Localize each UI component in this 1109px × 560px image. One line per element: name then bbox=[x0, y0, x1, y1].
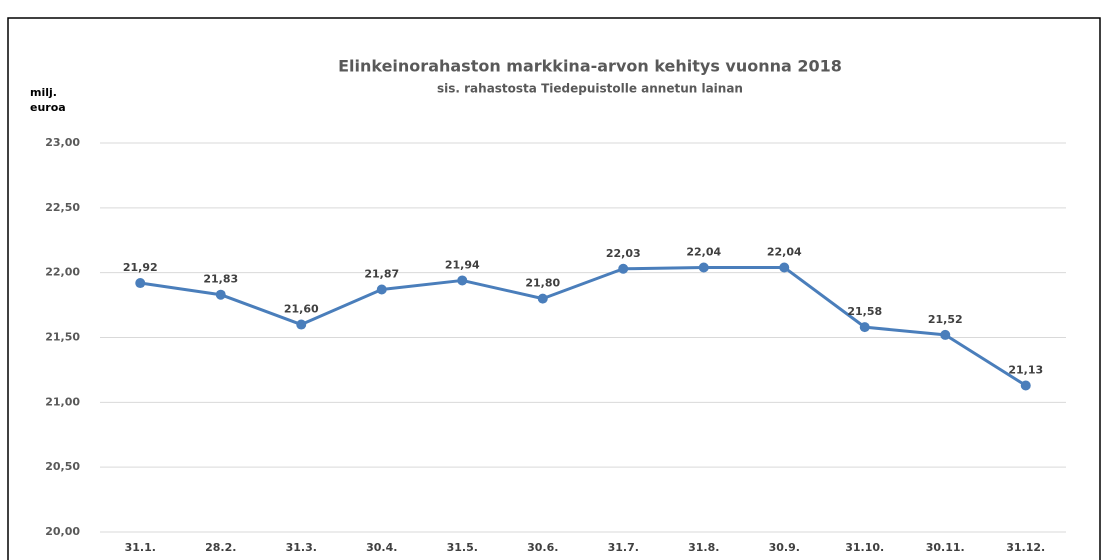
data-point bbox=[779, 262, 790, 273]
data-label: 21,58 bbox=[847, 305, 882, 318]
data-point bbox=[1020, 380, 1031, 391]
y-tick-label: 23,00 bbox=[45, 136, 80, 149]
x-tick-label: 30.4. bbox=[366, 541, 397, 554]
x-tick-label: 31.8. bbox=[688, 541, 719, 554]
series-line bbox=[140, 265, 1027, 387]
data-label: 21,80 bbox=[525, 277, 560, 290]
data-label: 21,83 bbox=[203, 273, 238, 286]
data-point bbox=[135, 278, 146, 289]
y-tick-label: 21,50 bbox=[45, 331, 80, 344]
y-axis-label: euroa bbox=[30, 101, 66, 114]
data-point bbox=[296, 319, 307, 330]
y-tick-label: 21,00 bbox=[45, 395, 80, 408]
data-label: 22,04 bbox=[767, 245, 802, 258]
data-point bbox=[457, 275, 468, 286]
y-tick-label: 22,00 bbox=[45, 266, 80, 279]
x-tick-label: 28.2. bbox=[205, 541, 236, 554]
data-point bbox=[376, 284, 387, 295]
chart-title: Elinkeinorahaston markkina-arvon kehitys… bbox=[338, 57, 842, 76]
data-label: 21,94 bbox=[445, 258, 480, 271]
data-label: 21,92 bbox=[123, 261, 158, 274]
y-tick-label: 22,50 bbox=[45, 201, 80, 214]
data-point bbox=[940, 329, 951, 340]
y-tick-label: 20,50 bbox=[45, 460, 80, 473]
data-label: 21,52 bbox=[928, 313, 963, 326]
data-point bbox=[618, 263, 629, 274]
x-tick-label: 30.11. bbox=[926, 541, 965, 554]
data-label: 21,13 bbox=[1008, 363, 1043, 376]
chart-subtitle: sis. rahastosta Tiedepuistolle annetun l… bbox=[437, 82, 743, 96]
x-tick-label: 30.9. bbox=[769, 541, 800, 554]
data-label: 22,03 bbox=[606, 247, 641, 260]
x-tick-label: 31.3. bbox=[286, 541, 317, 554]
data-point bbox=[537, 293, 548, 304]
data-point bbox=[215, 289, 226, 300]
data-point bbox=[698, 262, 709, 273]
data-label: 21,87 bbox=[364, 268, 399, 281]
x-tick-label: 31.7. bbox=[608, 541, 639, 554]
data-point bbox=[859, 322, 870, 333]
data-label: 21,60 bbox=[284, 303, 319, 316]
y-tick-label: 20,00 bbox=[45, 525, 80, 538]
x-tick-label: 31.12. bbox=[1006, 541, 1045, 554]
x-tick-label: 30.6. bbox=[527, 541, 558, 554]
x-tick-label: 31.1. bbox=[125, 541, 156, 554]
data-label: 22,04 bbox=[686, 245, 721, 258]
x-tick-label: 31.5. bbox=[447, 541, 478, 554]
x-tick-label: 31.10. bbox=[845, 541, 884, 554]
y-axis-label: milj. bbox=[30, 86, 57, 99]
